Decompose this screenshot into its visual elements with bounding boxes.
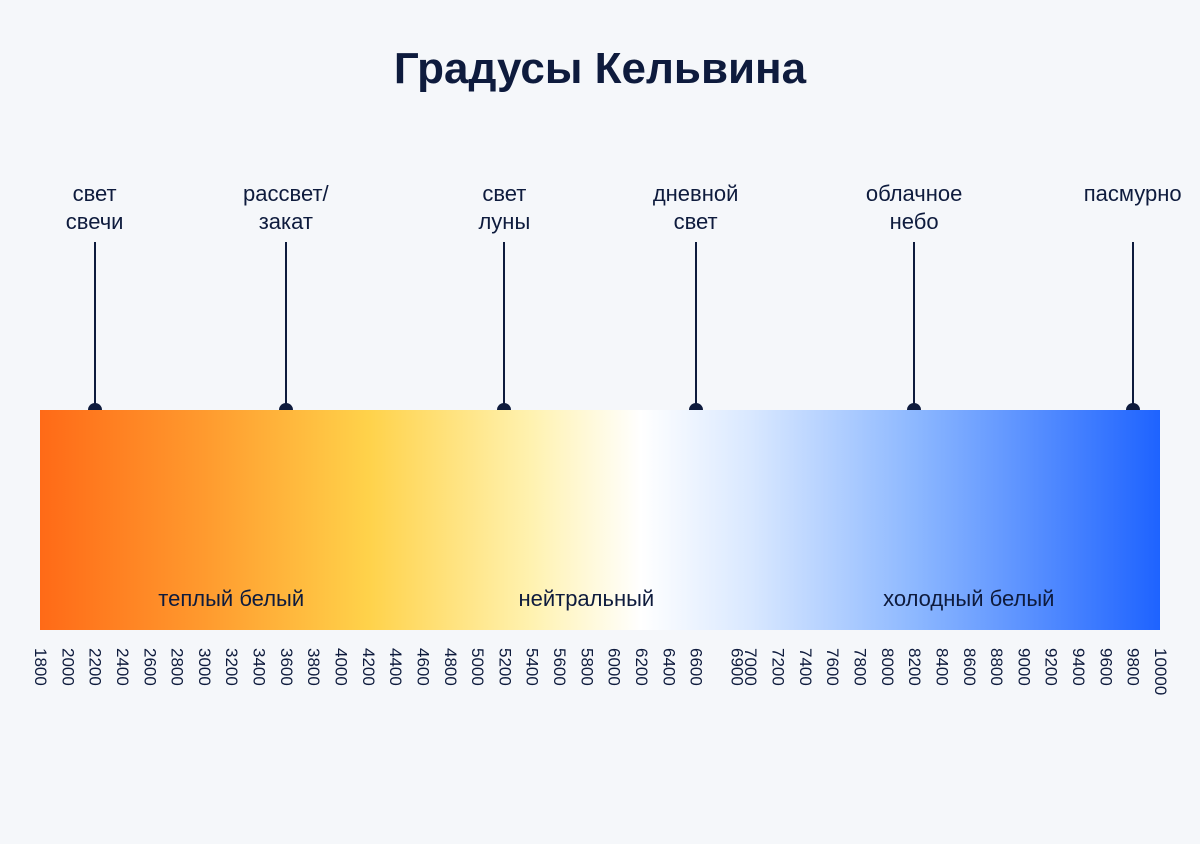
- kelvin-chart: свет свечи рассвет/ закат свет луны дневной…: [40, 180, 1160, 728]
- axis-tick: 8000: [877, 648, 897, 686]
- axis-tick: 5600: [549, 648, 569, 686]
- axis-tick: 3400: [249, 648, 269, 686]
- ticks-layer: 1800200022002400260028003000320034003600…: [40, 648, 1160, 728]
- axis-tick: 9400: [1068, 648, 1088, 686]
- axis-tick: 9200: [1041, 648, 1061, 686]
- axis-tick: 2400: [112, 648, 132, 686]
- callouts-layer: свет свечи рассвет/ закат свет луны дневной…: [40, 180, 1160, 410]
- axis-tick: 6200: [631, 648, 651, 686]
- axis-tick: 5200: [494, 648, 514, 686]
- callout-line: [285, 242, 287, 410]
- axis-tick: 3000: [194, 648, 214, 686]
- axis-tick: 5000: [467, 648, 487, 686]
- axis-tick: 10000: [1150, 648, 1170, 695]
- axis-tick: 8600: [959, 648, 979, 686]
- callout-line: [695, 242, 697, 410]
- zone-label: теплый белый: [158, 586, 304, 612]
- axis-tick: 4400: [385, 648, 405, 686]
- axis-tick: 7400: [795, 648, 815, 686]
- axis-tick: 3600: [276, 648, 296, 686]
- callout-line: [913, 242, 915, 410]
- axis-tick: 8200: [904, 648, 924, 686]
- axis-tick: 8400: [931, 648, 951, 686]
- axis-tick: 5800: [576, 648, 596, 686]
- callout-label: пасмурно: [1084, 180, 1182, 208]
- axis-tick: 6600: [686, 648, 706, 686]
- axis-tick: 5400: [522, 648, 542, 686]
- axis-tick: 9600: [1095, 648, 1115, 686]
- callout-label: рассвет/ закат: [243, 180, 329, 235]
- axis-tick: 4000: [330, 648, 350, 686]
- axis-tick: 7000: [740, 648, 760, 686]
- callout-line: [1132, 242, 1134, 410]
- callout-line: [94, 242, 96, 410]
- zone-labels-layer: теплый белый нейтральный холодный белый: [40, 586, 1160, 616]
- axis-tick: 7600: [822, 648, 842, 686]
- axis-tick: 8800: [986, 648, 1006, 686]
- callout-line: [503, 242, 505, 410]
- axis-tick: 2600: [139, 648, 159, 686]
- axis-tick: 7200: [768, 648, 788, 686]
- axis-tick: 3200: [221, 648, 241, 686]
- callout-label: облачное небо: [866, 180, 963, 235]
- axis-tick: 2200: [85, 648, 105, 686]
- zone-label: нейтральный: [518, 586, 654, 612]
- zone-label: холодный белый: [883, 586, 1054, 612]
- axis-tick: 2000: [57, 648, 77, 686]
- axis-tick: 2800: [167, 648, 187, 686]
- callout-label: свет свечи: [66, 180, 124, 235]
- axis-tick: 4800: [440, 648, 460, 686]
- page-title: Градусы Кельвина: [0, 0, 1200, 94]
- callout-label: дневной свет: [653, 180, 739, 235]
- axis-tick: 4200: [358, 648, 378, 686]
- axis-tick: 9800: [1123, 648, 1143, 686]
- axis-tick: 4600: [412, 648, 432, 686]
- axis-tick: 6000: [604, 648, 624, 686]
- axis-tick: 9000: [1013, 648, 1033, 686]
- callout-label: свет луны: [478, 180, 530, 235]
- axis-tick: 1800: [30, 648, 50, 686]
- gradient-bar: теплый белый нейтральный холодный белый: [40, 410, 1160, 630]
- axis-tick: 6400: [658, 648, 678, 686]
- axis-tick: 7800: [850, 648, 870, 686]
- axis-tick: 3800: [303, 648, 323, 686]
